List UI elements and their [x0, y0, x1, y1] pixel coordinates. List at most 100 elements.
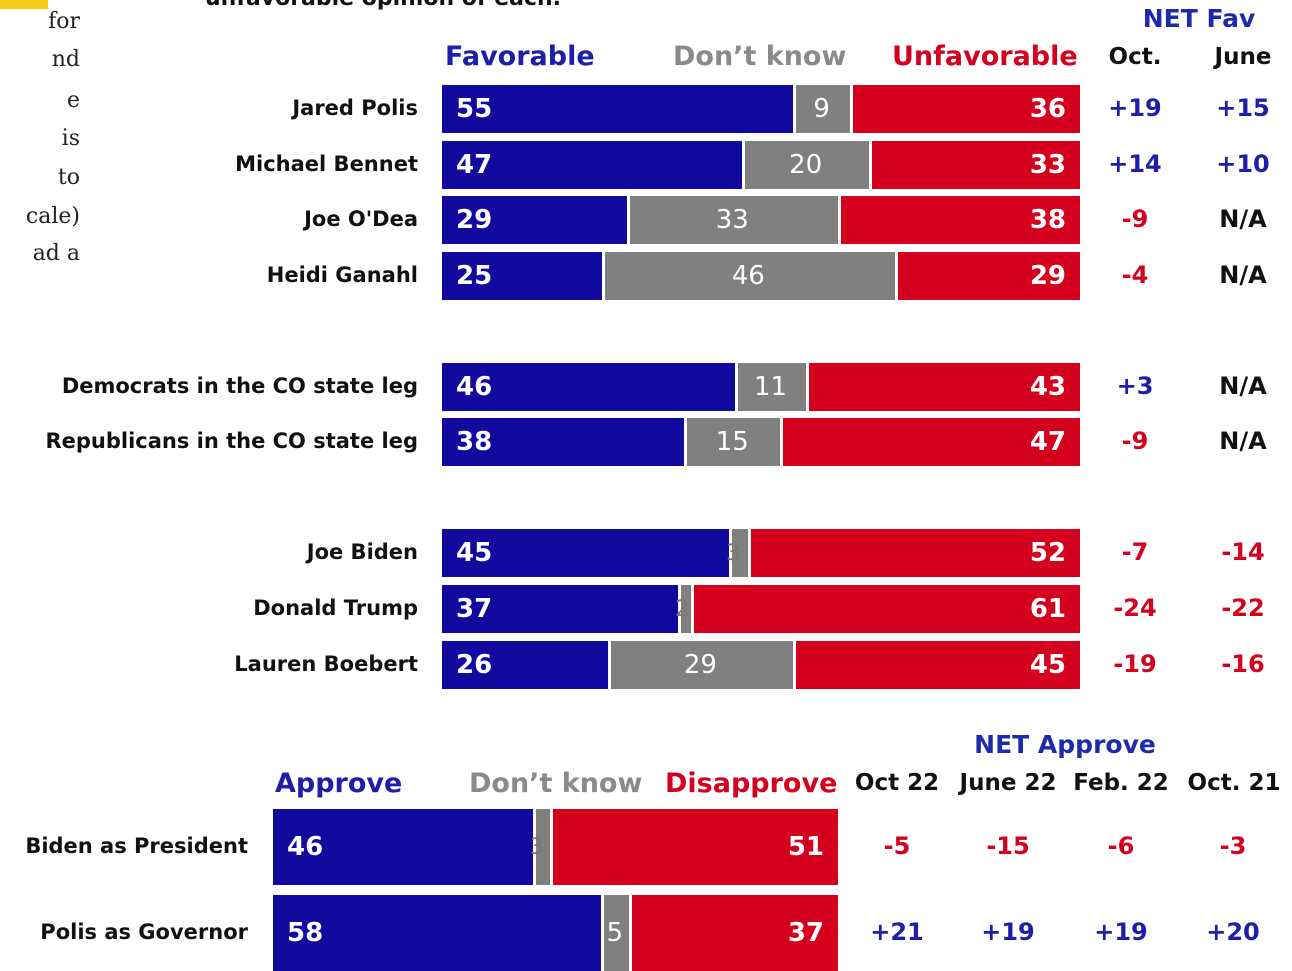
- dont-know-value: 9: [813, 94, 830, 124]
- approve-segment: [273, 809, 533, 885]
- favorable-value: 29: [456, 205, 493, 235]
- unfavorable-segment: [780, 418, 1080, 466]
- dont-know-segment: [600, 895, 629, 971]
- net-value: +19: [1108, 94, 1162, 122]
- row-label: Michael Bennet: [235, 152, 418, 176]
- net-fav-title: NET Fav: [1142, 4, 1256, 33]
- dont-know-segment: [627, 196, 838, 244]
- row-label: Polis as Governor: [40, 920, 248, 944]
- net-value: -5: [883, 832, 911, 860]
- dont-know-value: 5: [606, 918, 624, 948]
- row-label: Lauren Boebert: [234, 652, 418, 676]
- chart-title: unfavorable opinion of each.: [205, 0, 561, 11]
- stacked-bar: 47 20 33: [442, 141, 1080, 189]
- dont-know-header: Don’t know: [469, 768, 643, 799]
- sidebar-line: ad a: [32, 241, 80, 266]
- unfavorable-value: 43: [1029, 372, 1066, 402]
- dont-know-value: 3: [726, 540, 741, 566]
- dont-know-value: 46: [731, 261, 765, 291]
- stacked-bar: 45 3 52: [442, 529, 1080, 577]
- dont-know-segment: [741, 141, 870, 189]
- dont-know-value: 2: [675, 596, 690, 622]
- dont-know-value: 3: [529, 834, 544, 860]
- net-value: -9: [1121, 205, 1149, 233]
- sidebar-line: cale): [25, 204, 80, 229]
- net-value: -22: [1221, 594, 1265, 622]
- favorable-value: 25: [456, 261, 493, 291]
- row-label: Republicans in the CO state leg: [45, 429, 418, 453]
- net-col-header: Oct. 21: [1187, 770, 1281, 796]
- net-value: +19: [981, 918, 1035, 946]
- net-value: +21: [870, 918, 924, 946]
- dont-know-segment: [532, 809, 550, 885]
- left-text-column: for nd e is to cale) ad a: [0, 0, 80, 290]
- favorable-header: Favorable: [445, 41, 595, 72]
- net-value: N/A: [1219, 261, 1267, 289]
- net-value: -3: [1219, 832, 1247, 860]
- unfavorable-segment: [850, 85, 1080, 133]
- disapprove-value: 37: [787, 918, 824, 948]
- favorable-value: 26: [456, 650, 493, 680]
- favorable-segment: [442, 529, 730, 577]
- favorable-segment: [442, 141, 742, 189]
- disapprove-segment: [549, 809, 838, 885]
- row-label: Biden as President: [25, 834, 248, 858]
- sidebar-line: for: [48, 9, 80, 34]
- favorable-segment: [442, 418, 685, 466]
- unfavorable-value: 52: [1029, 538, 1066, 568]
- unfavorable-value: 45: [1029, 650, 1066, 680]
- net-value: -19: [1113, 650, 1157, 678]
- row-label: Democrats in the CO state leg: [61, 374, 418, 398]
- dont-know-segment: [678, 585, 691, 633]
- dont-know-value: 11: [754, 372, 788, 402]
- favorable-value: 46: [456, 372, 493, 402]
- sidebar-line: e: [66, 88, 80, 113]
- row-label: Donald Trump: [253, 596, 418, 620]
- dont-know-segment: [601, 252, 895, 300]
- unfavorable-value: 33: [1029, 150, 1066, 180]
- net-col-header: June 22: [959, 770, 1057, 796]
- net-approve-title: NET Approve: [974, 730, 1156, 759]
- dont-know-value: 33: [715, 205, 749, 235]
- net-value: -6: [1107, 832, 1135, 860]
- dont-know-segment: [792, 85, 851, 133]
- highlight-accent: [0, 0, 48, 9]
- unfavorable-value: 47: [1029, 427, 1066, 457]
- unfavorable-segment: [748, 529, 1080, 577]
- unfavorable-value: 61: [1029, 594, 1066, 624]
- favorable-segment: [442, 363, 736, 411]
- approve-segment: [273, 895, 601, 971]
- row-label: Heidi Ganahl: [266, 263, 418, 287]
- dont-know-segment: [729, 529, 749, 577]
- unfavorable-segment: [869, 141, 1080, 189]
- sidebar-line: nd: [51, 47, 80, 72]
- stacked-bar: 37 2 61: [442, 585, 1080, 633]
- favorable-value: 55: [456, 94, 493, 124]
- net-value: -15: [986, 832, 1030, 860]
- unfavorable-header: Unfavorable: [892, 41, 1078, 72]
- favorable-value: 37: [456, 594, 493, 624]
- unfavorable-segment: [805, 363, 1080, 411]
- dont-know-segment: [607, 641, 793, 689]
- stacked-bar: 26 29 45: [442, 641, 1080, 689]
- net-value: N/A: [1219, 427, 1267, 455]
- dont-know-value: 20: [789, 150, 823, 180]
- dont-know-header: Don’t know: [673, 41, 847, 72]
- net-value: N/A: [1219, 205, 1267, 233]
- favorable-value: 45: [456, 538, 493, 568]
- unfavorable-segment: [837, 196, 1080, 244]
- unfavorable-value: 38: [1029, 205, 1066, 235]
- stacked-bar: 25 46 29: [442, 252, 1080, 300]
- net-value: -4: [1121, 261, 1149, 289]
- net-value: -7: [1121, 538, 1149, 566]
- net-value: -9: [1121, 427, 1149, 455]
- stacked-bar: 29 33 38: [442, 196, 1080, 244]
- net-col-header: Feb. 22: [1073, 770, 1169, 796]
- net-col-header: Oct.: [1108, 44, 1162, 70]
- net-value: +15: [1216, 94, 1270, 122]
- favorable-segment: [442, 252, 602, 300]
- stacked-bar: 46 3 51: [273, 809, 838, 885]
- favorable-segment: [442, 585, 679, 633]
- net-value: -16: [1221, 650, 1265, 678]
- approve-header: Approve: [275, 768, 403, 799]
